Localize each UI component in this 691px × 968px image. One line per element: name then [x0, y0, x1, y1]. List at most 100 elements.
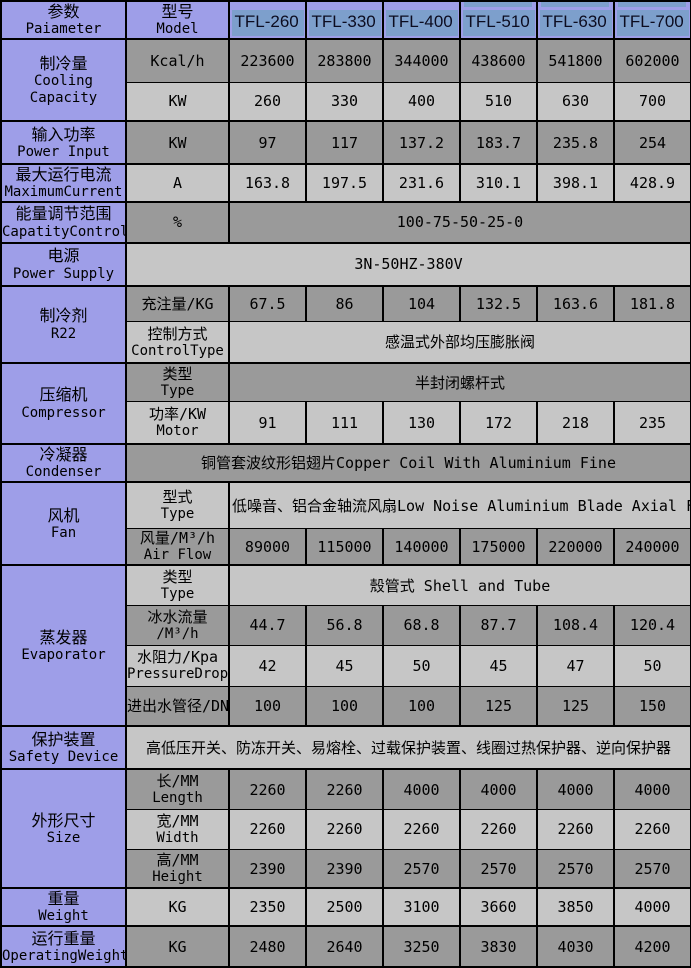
unit-zh: 风量/M³/h [139, 529, 216, 548]
unit-zh: 控制方式 [147, 324, 208, 343]
value-cell: 87.7 [459, 604, 538, 646]
unit-en: Length [152, 790, 203, 807]
param-en: Condenser [25, 464, 102, 481]
value-cell: 4000 [459, 768, 538, 810]
unit-zh: 宽/MM [156, 811, 199, 830]
param-en: Cooling Capacity [29, 72, 98, 106]
row-max-current: 最大运行电流 MaximumCurrent A 163.8 197.5 231.… [0, 163, 691, 203]
unit-cell: 类型 Type [125, 361, 230, 403]
value-cell: 2640 [305, 925, 384, 968]
unit-cell: 长/MM Length [125, 768, 230, 810]
param-group-fan: 风机 Fan [0, 480, 127, 566]
value-cell: 117 [305, 120, 384, 165]
unit-cell: 类型 Type [125, 564, 230, 606]
value-cell: 510 [459, 81, 538, 122]
row-height: 高/MM Height 2390 2390 2570 2570 2570 257… [1, 848, 691, 889]
value-cell: 91 [228, 401, 307, 445]
param-en: Power Supply [12, 265, 115, 282]
unit-cell: 进出水管径/DN [125, 685, 230, 727]
unit-en: Type [160, 383, 195, 400]
value-cell: 283800 [305, 38, 384, 83]
value-cell: 125 [536, 685, 615, 727]
value-cell: 3850 [536, 887, 615, 927]
value-cell: 4000 [536, 768, 615, 810]
param-en: Power Input [17, 143, 110, 160]
unit-en: Width [156, 829, 199, 846]
value-cell: 120.4 [613, 604, 691, 646]
param-zh: 输入功率 [31, 124, 96, 144]
model-header-cell: TFL-400 [382, 0, 461, 40]
value-cell: 2260 [305, 808, 384, 850]
param-en: Safety Device [8, 748, 119, 765]
param-group-size: 外形尺寸 Size [0, 768, 127, 889]
unit-cell: 宽/MM Width [125, 808, 230, 850]
row-pressure-drop: 水阻力/Kpa PressureDrop 42 45 50 45 47 50 [1, 644, 691, 687]
row-fan-type: 风机 Fan 型式 Type 低噪音、铝合金轴流风扇Low Noise Alum… [0, 480, 691, 566]
unit-zh: 类型 [162, 365, 193, 384]
value-cell: 100 [382, 685, 461, 727]
value-cell: 344000 [382, 38, 461, 83]
value-cell: 260 [228, 81, 307, 122]
unit-cell: 冰水流量 /M³/h [125, 604, 230, 646]
model-header-cell: TFL-260 [228, 0, 307, 40]
param-group-cooling: 制冷量 Cooling Capacity [0, 38, 127, 122]
value-cell: 125 [459, 685, 538, 727]
merged-value-cell: 殼管式 Shell and Tube [228, 564, 691, 606]
param-zh: 保护装置 [31, 729, 96, 749]
unit-cell: Kcal/h [125, 38, 230, 83]
highlight-strip [618, 3, 686, 7]
value-cell: 2480 [228, 925, 307, 968]
value-cell: 310.1 [459, 163, 538, 203]
model-header-cell: TFL-330 [305, 0, 384, 40]
unit-zh: 水阻力/Kpa [136, 648, 219, 667]
param-en: CapatityControl [2, 223, 126, 240]
highlight-strip [464, 3, 532, 7]
value-cell: 4000 [613, 887, 691, 927]
value-cell: 115000 [305, 528, 384, 566]
param-zh: 外形尺寸 [31, 810, 96, 830]
row-water-flow: 冰水流量 /M³/h 44.7 56.8 68.8 87.7 108.4 120… [1, 604, 691, 646]
unit-cell: 高/MM Height [125, 848, 230, 889]
model-highlight: TFL-630 [539, 10, 612, 36]
value-cell: 197.5 [305, 163, 384, 203]
value-cell: 4030 [536, 925, 615, 968]
model-highlight: TFL-330 [308, 10, 381, 36]
value-cell: 140000 [382, 528, 461, 566]
row-operating-weight: 运行重量 OperatingWeight KG 2480 2640 3250 3… [0, 925, 691, 968]
param-en: R22 [50, 325, 77, 342]
merged-value-cell: 铜管套波纹形铝翅片Copper Coil With Aluminium Fine [125, 442, 691, 483]
param-group-refrigerant: 制冷剂 R22 [0, 284, 127, 364]
highlight-strip [541, 3, 609, 7]
row-cooling-kcal: 制冷量 Cooling Capacity Kcal/h 223600 28380… [0, 38, 691, 122]
param-zh: 最大运行电流 [15, 165, 112, 184]
value-cell: 86 [305, 284, 384, 323]
row-compressor-type: 压缩机 Compressor 类型 Type 半封闭螺杆式 [0, 361, 691, 445]
value-cell: 100 [305, 685, 384, 727]
unit-cell: 风量/M³/h Air Flow [125, 528, 230, 566]
row-refrigerant-charge: 制冷剂 R22 充注量/KG 67.5 86 104 132.5 163.6 1… [0, 284, 691, 364]
value-cell: 163.8 [228, 163, 307, 203]
unit-zh: 类型 [162, 568, 193, 587]
unit-en: /M³/h [156, 625, 199, 642]
value-cell: 137.2 [382, 120, 461, 165]
unit-en: Height [152, 869, 203, 886]
value-cell: 2500 [305, 887, 384, 927]
param-zh: 风机 [47, 505, 80, 525]
param-zh: 电源 [47, 246, 80, 266]
value-cell: 172 [459, 401, 538, 445]
row-capacity-control: 能量调节范围 CapatityControl % 100-75-50-25-0 [0, 200, 691, 244]
value-cell: 2350 [228, 887, 307, 927]
model-highlight: TFL-700 [616, 10, 689, 36]
value-cell: 602000 [613, 38, 691, 83]
merged-value-cell: 半封闭螺杆式 [228, 361, 691, 403]
value-cell: 183.7 [459, 120, 538, 165]
param-zh: 制冷剂 [39, 306, 88, 326]
header-param-en: Paiameter [25, 21, 102, 38]
unit-cell: KG [125, 887, 230, 927]
param-group-capacity-control: 能量调节范围 CapatityControl [0, 200, 127, 244]
value-cell: 130 [382, 401, 461, 445]
value-cell: 68.8 [382, 604, 461, 646]
value-cell: 2390 [305, 848, 384, 889]
value-cell: 89000 [228, 528, 307, 566]
value-cell: 108.4 [536, 604, 615, 646]
